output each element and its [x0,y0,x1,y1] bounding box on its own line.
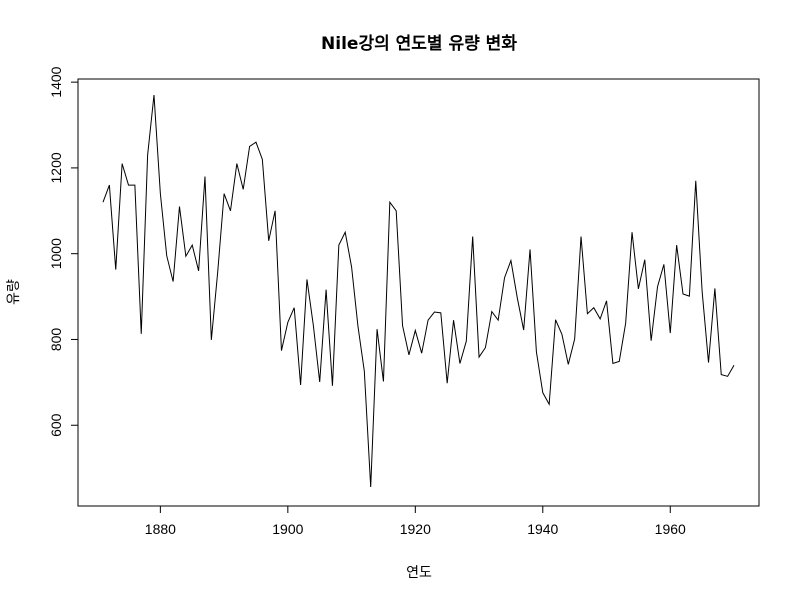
series-line [102,94,735,488]
x-axis-title: 연도 [406,565,432,581]
x-axis: 1880 1900 1920 1940 1960 [145,505,686,537]
y-tick-label: 1400 [48,66,64,97]
y-tick-label: 1200 [48,152,64,183]
x-tick-label: 1920 [400,521,431,537]
x-tick-label: 1900 [272,521,303,537]
y-axis-title: 유량 [6,279,22,305]
chart-title: Nile강의 연도별 유량 변화 [321,34,517,54]
x-tick-label: 1960 [655,521,686,537]
x-tick-label: 1880 [145,521,176,537]
x-tick-label: 1940 [527,521,558,537]
y-tick-label: 600 [48,413,64,437]
y-axis: 600 800 1000 1200 1400 [48,66,79,437]
y-tick-label: 800 [48,328,64,352]
y-tick-label: 1000 [48,238,64,269]
